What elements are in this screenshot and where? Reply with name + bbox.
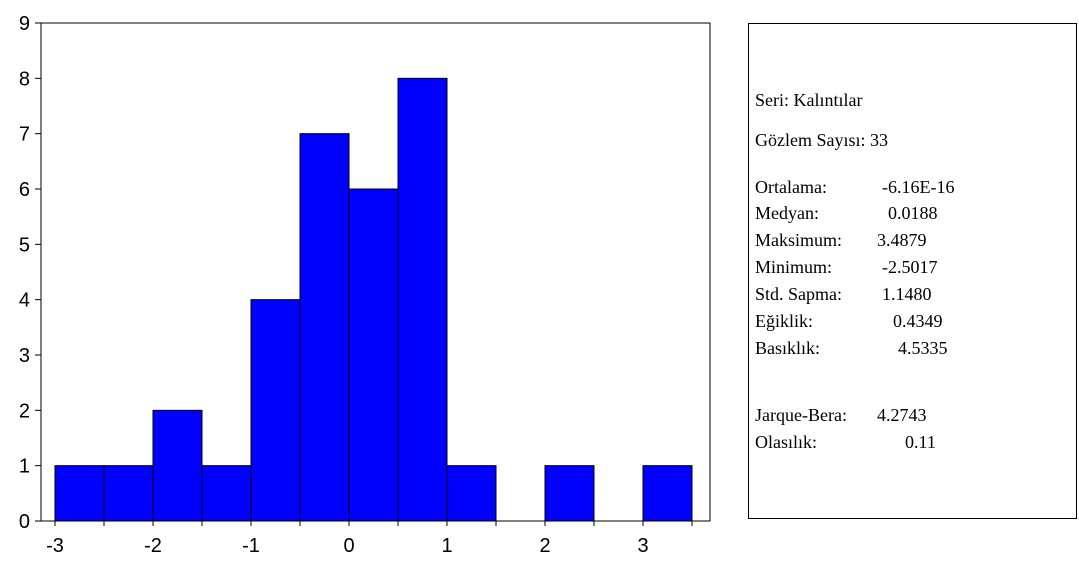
stat-value: 4.2743 bbox=[877, 405, 927, 425]
stat-label: Minimum: bbox=[755, 257, 833, 277]
histogram-bar bbox=[54, 465, 105, 522]
histogram-bar bbox=[397, 77, 448, 522]
stat-label: Eğiklik: bbox=[755, 311, 813, 331]
x-tick-label: 1 bbox=[441, 535, 452, 557]
stat-row-kurtosis: Basıklık: 4.5335 bbox=[755, 337, 948, 359]
x-axis: -3 -2 -1 0 1 2 3 bbox=[46, 521, 693, 557]
histogram-bar bbox=[446, 465, 497, 522]
stat-label: Maksimum: bbox=[755, 230, 843, 250]
series-name: Seri: Kalıntılar bbox=[755, 90, 863, 110]
stat-row-median: Medyan: 0.0188 bbox=[755, 202, 938, 224]
stat-label: Ortalama: bbox=[755, 177, 827, 197]
histogram-bar bbox=[201, 465, 252, 522]
x-tick-label: -2 bbox=[144, 535, 162, 557]
x-tick-label: -3 bbox=[46, 535, 64, 557]
histogram-bar bbox=[152, 409, 203, 522]
histogram-bars bbox=[54, 77, 693, 522]
histogram-bar bbox=[642, 465, 693, 522]
y-tick-label: 2 bbox=[19, 400, 30, 422]
y-tick-label: 9 bbox=[19, 13, 30, 35]
stat-label: Std. Sapma: bbox=[755, 284, 843, 304]
y-tick-label: 1 bbox=[19, 456, 30, 478]
stat-row-jarque-bera: Jarque-Bera: 4.2743 bbox=[755, 404, 927, 426]
stat-label: Olasılık: bbox=[755, 432, 817, 452]
histogram-bar bbox=[544, 465, 595, 522]
y-tick-label: 0 bbox=[19, 511, 30, 533]
y-axis: 0 1 2 3 4 5 6 7 8 9 bbox=[19, 13, 41, 533]
stat-label: Medyan: bbox=[755, 203, 819, 223]
y-tick-label: 5 bbox=[19, 234, 30, 256]
statistics-panel: Seri: Kalıntılar Gözlem Sayısı: 33 Ortal… bbox=[748, 23, 1077, 519]
stat-value: -2.5017 bbox=[882, 257, 938, 277]
stat-row-maximum: Maksimum: 3.4879 bbox=[755, 229, 927, 251]
stat-row-minimum: Minimum: -2.5017 bbox=[755, 256, 938, 278]
x-tick-label: -1 bbox=[242, 535, 260, 557]
histogram-bar bbox=[348, 188, 399, 522]
y-tick-label: 8 bbox=[19, 68, 30, 90]
stat-value: 3.4879 bbox=[877, 230, 927, 250]
stat-value: 1.1480 bbox=[882, 284, 932, 304]
y-tick-label: 7 bbox=[19, 124, 30, 146]
x-tick-label: 0 bbox=[343, 535, 354, 557]
stat-value: 0.11 bbox=[905, 432, 936, 452]
stat-row-mean: Ortalama: -6.16E-16 bbox=[755, 176, 954, 198]
stat-value: 0.4349 bbox=[893, 311, 943, 331]
stat-label: Jarque-Bera: bbox=[755, 405, 847, 425]
stat-value: 0.0188 bbox=[888, 203, 938, 223]
x-tick-label: 3 bbox=[637, 535, 648, 557]
stat-value: 4.5335 bbox=[898, 338, 948, 358]
stat-row-probability: Olasılık: 0.11 bbox=[755, 431, 936, 453]
stat-row-skewness: Eğiklik: 0.4349 bbox=[755, 310, 943, 332]
stat-label: Basıklık: bbox=[755, 338, 821, 358]
x-tick-label: 2 bbox=[539, 535, 550, 557]
histogram-bar bbox=[299, 133, 350, 522]
histogram-chart: 0 1 2 3 4 5 6 7 8 9 -3 -2 -1 0 1 2 3 bbox=[19, 13, 711, 557]
stat-row-std-dev: Std. Sapma: 1.1480 bbox=[755, 283, 932, 305]
y-tick-label: 6 bbox=[19, 179, 30, 201]
observation-count: Gözlem Sayısı: 33 bbox=[755, 130, 888, 150]
histogram-bar bbox=[250, 299, 301, 522]
y-tick-label: 3 bbox=[19, 345, 30, 367]
histogram-bar bbox=[103, 465, 154, 522]
y-tick-label: 4 bbox=[19, 290, 30, 312]
stat-value: -6.16E-16 bbox=[882, 177, 955, 197]
